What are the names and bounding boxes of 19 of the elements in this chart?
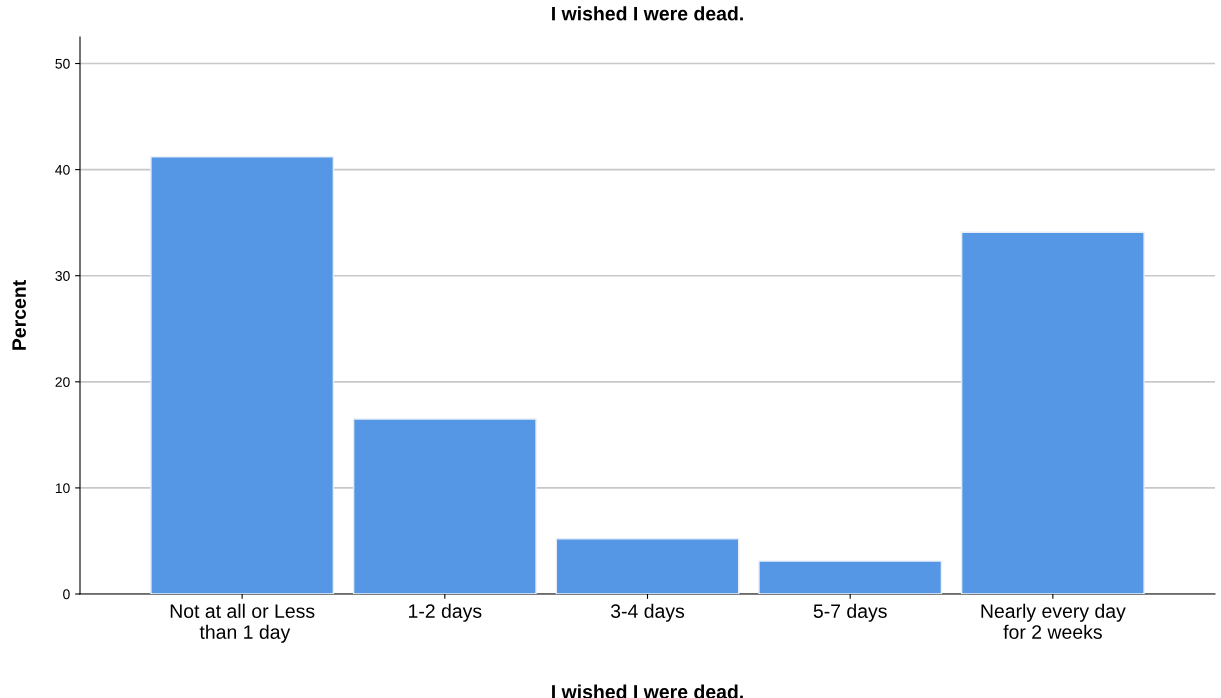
y-tick-label: 30 bbox=[55, 271, 70, 281]
x-tick-label: 5-7 days bbox=[813, 603, 887, 622]
x-tick-label: Not at all or Less than 1 day bbox=[170, 603, 315, 643]
y-tick-label: 10 bbox=[55, 483, 70, 494]
bar bbox=[150, 156, 335, 594]
x-tick-label: 1-2 days bbox=[409, 603, 482, 622]
bar bbox=[960, 231, 1145, 594]
y-tick-label: 0 bbox=[63, 589, 70, 600]
x-tick-label: Nearly every day for 2 weeks bbox=[981, 603, 1126, 639]
bar bbox=[758, 560, 943, 594]
x-axis-title: I wished I were dead. bbox=[552, 684, 743, 698]
x-tick-label: 3-4 days bbox=[610, 603, 685, 622]
y-tick-label: 50 bbox=[55, 58, 70, 69]
bar bbox=[555, 538, 740, 594]
y-tick-label: 20 bbox=[55, 377, 70, 387]
chart-title: I wished I were dead. bbox=[552, 6, 743, 21]
bar bbox=[352, 418, 537, 594]
y-tick-label: 40 bbox=[55, 164, 70, 175]
y-axis-title: Percent bbox=[12, 280, 26, 350]
